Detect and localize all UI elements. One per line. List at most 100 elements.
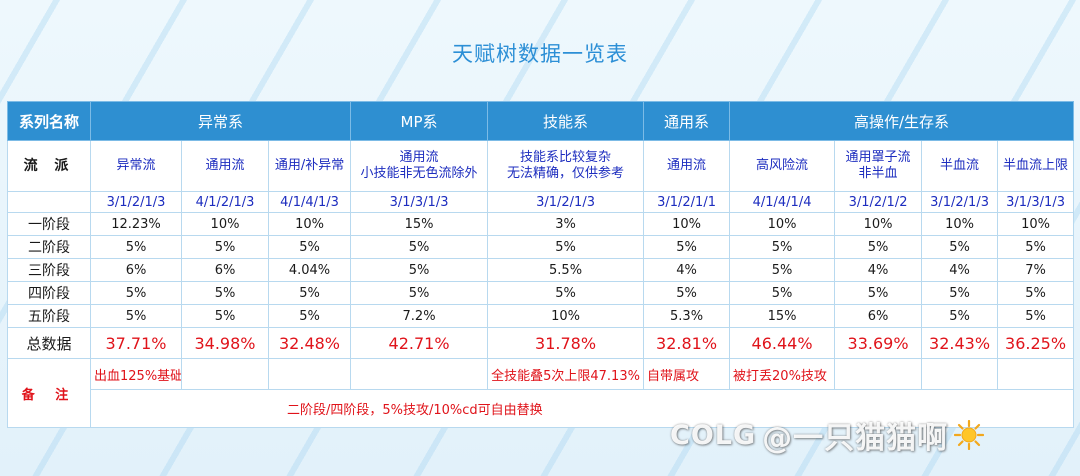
stage-cell: 5% <box>834 235 923 259</box>
code-cell: 4/1/4/1/4 <box>729 191 836 213</box>
stage-cell: 5% <box>267 304 352 328</box>
note-bottom-cell: 二阶段/四阶段，5%技攻/10%cd可自由替换 <box>89 389 1075 428</box>
code-cell: 3/1/3/1/3 <box>350 191 489 213</box>
series-name-header: 系列名称 <box>7 101 91 141</box>
stage-cell: 5% <box>997 235 1075 259</box>
stage-cell: 5% <box>997 281 1075 305</box>
code-cell: 3/1/2/1/3 <box>90 191 182 213</box>
stage-cell: 5% <box>181 304 269 328</box>
colg-logo: COLG <box>670 419 757 451</box>
stage-row: 四阶段 5% 5% 5% 5% 5% 5% 5% 5% 5% 5% <box>7 281 1075 305</box>
stage-cell: 5% <box>181 281 269 305</box>
talent-table: 系列名称 异常系 MP系 技能系 通用系 高操作/生存系 流 派 异常流 通用流… <box>7 101 1075 428</box>
note-cell <box>267 358 352 390</box>
stage-cell: 5% <box>834 281 923 305</box>
stage-cell: 5% <box>90 304 182 328</box>
note-cell <box>834 358 923 390</box>
stage-cell: 5% <box>997 304 1075 328</box>
note-cell: 被打丢20%技攻 <box>729 358 836 390</box>
total-cell: 42.71% <box>350 327 489 359</box>
header-row: 系列名称 异常系 MP系 技能系 通用系 高操作/生存系 <box>7 101 1075 141</box>
total-cell: 32.48% <box>267 327 352 359</box>
stage-cell: 5% <box>350 235 489 259</box>
note-cell: 自带属攻 <box>643 358 731 390</box>
note-cell: 出血125%基础 <box>90 358 182 390</box>
watermark: COLG @一只猫猫啊 <box>670 412 1070 458</box>
school-cell: 高风险流 <box>729 140 836 192</box>
stage-cell: 10% <box>643 212 731 236</box>
stage-cell: 10% <box>181 212 269 236</box>
code-cell: 3/1/2/1/1 <box>643 191 731 213</box>
total-cell: 34.98% <box>181 327 269 359</box>
stage-cell: 5% <box>350 281 489 305</box>
note-cell <box>997 358 1075 390</box>
code-cell: 3/1/2/1/3 <box>487 191 645 213</box>
total-cell: 32.81% <box>643 327 731 359</box>
stage-row: 三阶段 6% 6% 4.04% 5% 5.5% 4% 5% 4% 4% 7% <box>7 258 1075 282</box>
stage-cell: 10% <box>487 304 645 328</box>
code-label <box>7 191 91 213</box>
stage-cell: 5% <box>267 235 352 259</box>
stage-cell: 5% <box>487 281 645 305</box>
stage-cell: 3% <box>487 212 645 236</box>
code-cell: 3/1/2/1/2 <box>834 191 923 213</box>
stage-label: 五阶段 <box>7 304 91 328</box>
stage-cell: 5% <box>921 281 999 305</box>
stage-row: 一阶段 12.23% 10% 10% 15% 3% 10% 10% 10% 10% 10% <box>7 212 1075 236</box>
school-label: 流 派 <box>7 140 91 192</box>
school-cell: 通用流 小技能非无色流除外 <box>350 140 489 192</box>
stage-cell: 4.04% <box>267 258 352 282</box>
note-cell <box>921 358 999 390</box>
school-cell: 通用流 <box>643 140 731 192</box>
stage-label: 一阶段 <box>7 212 91 236</box>
total-cell: 31.78% <box>487 327 645 359</box>
stage-cell: 6% <box>834 304 923 328</box>
sun-icon <box>954 420 985 450</box>
stage-cell: 10% <box>997 212 1075 236</box>
note-cell <box>350 358 489 390</box>
note-label: 备 注 <box>7 358 91 428</box>
total-row: 总数据 37.71% 34.98% 32.48% 42.71% 31.78% 3… <box>7 327 1075 359</box>
stage-cell: 10% <box>921 212 999 236</box>
note-row: 备 注 出血125%基础 全技能叠5次上限47.13% 自带属攻 被打丢20%技… <box>7 358 1075 428</box>
stage-cell: 15% <box>729 304 836 328</box>
stage-cell: 6% <box>90 258 182 282</box>
stage-cell: 4% <box>921 258 999 282</box>
total-cell: 37.71% <box>90 327 182 359</box>
stage-cell: 10% <box>267 212 352 236</box>
stage-cell: 5% <box>181 235 269 259</box>
school-cell: 半血流 <box>921 140 999 192</box>
stage-cell: 5% <box>921 304 999 328</box>
stage-cell: 5.5% <box>487 258 645 282</box>
group-header: 异常系 <box>89 101 352 141</box>
code-cell: 3/1/2/1/3 <box>921 191 999 213</box>
watermark-text: @一只猫猫啊 <box>762 421 949 456</box>
total-cell: 32.43% <box>921 327 999 359</box>
stage-cell: 5% <box>487 235 645 259</box>
total-label: 总数据 <box>7 327 91 359</box>
stage-cell: 5% <box>643 235 731 259</box>
school-cell: 通用罩子流 非半血 <box>834 140 923 192</box>
school-cell: 通用/补异常 <box>267 140 352 192</box>
code-cell: 3/1/3/1/3 <box>997 191 1075 213</box>
group-header: 高操作/生存系 <box>729 101 1075 141</box>
school-row: 流 派 异常流 通用流 通用/补异常 通用流 小技能非无色流除外 技能系比较复杂… <box>7 140 1075 192</box>
stage-cell: 5% <box>350 258 489 282</box>
stage-cell: 5% <box>729 281 836 305</box>
stage-cell: 5.3% <box>643 304 731 328</box>
code-row: 3/1/2/1/3 4/1/2/1/3 4/1/4/1/3 3/1/3/1/3 … <box>7 191 1075 213</box>
group-header: 通用系 <box>643 101 731 141</box>
stage-label: 四阶段 <box>7 281 91 305</box>
page-title: 天赋树数据一览表 <box>452 42 628 66</box>
stage-row: 五阶段 5% 5% 5% 7.2% 10% 5.3% 15% 6% 5% 5% <box>7 304 1075 328</box>
stage-cell: 5% <box>90 235 182 259</box>
total-cell: 46.44% <box>729 327 836 359</box>
stage-cell: 6% <box>181 258 269 282</box>
stage-cell: 4% <box>643 258 731 282</box>
stage-cell: 7.2% <box>350 304 489 328</box>
stage-cell: 5% <box>921 235 999 259</box>
total-cell: 36.25% <box>997 327 1075 359</box>
school-cell: 半血流上限 <box>997 140 1075 192</box>
note-bottom-row: 二阶段/四阶段，5%技攻/10%cd可自由替换 <box>8 389 1075 428</box>
